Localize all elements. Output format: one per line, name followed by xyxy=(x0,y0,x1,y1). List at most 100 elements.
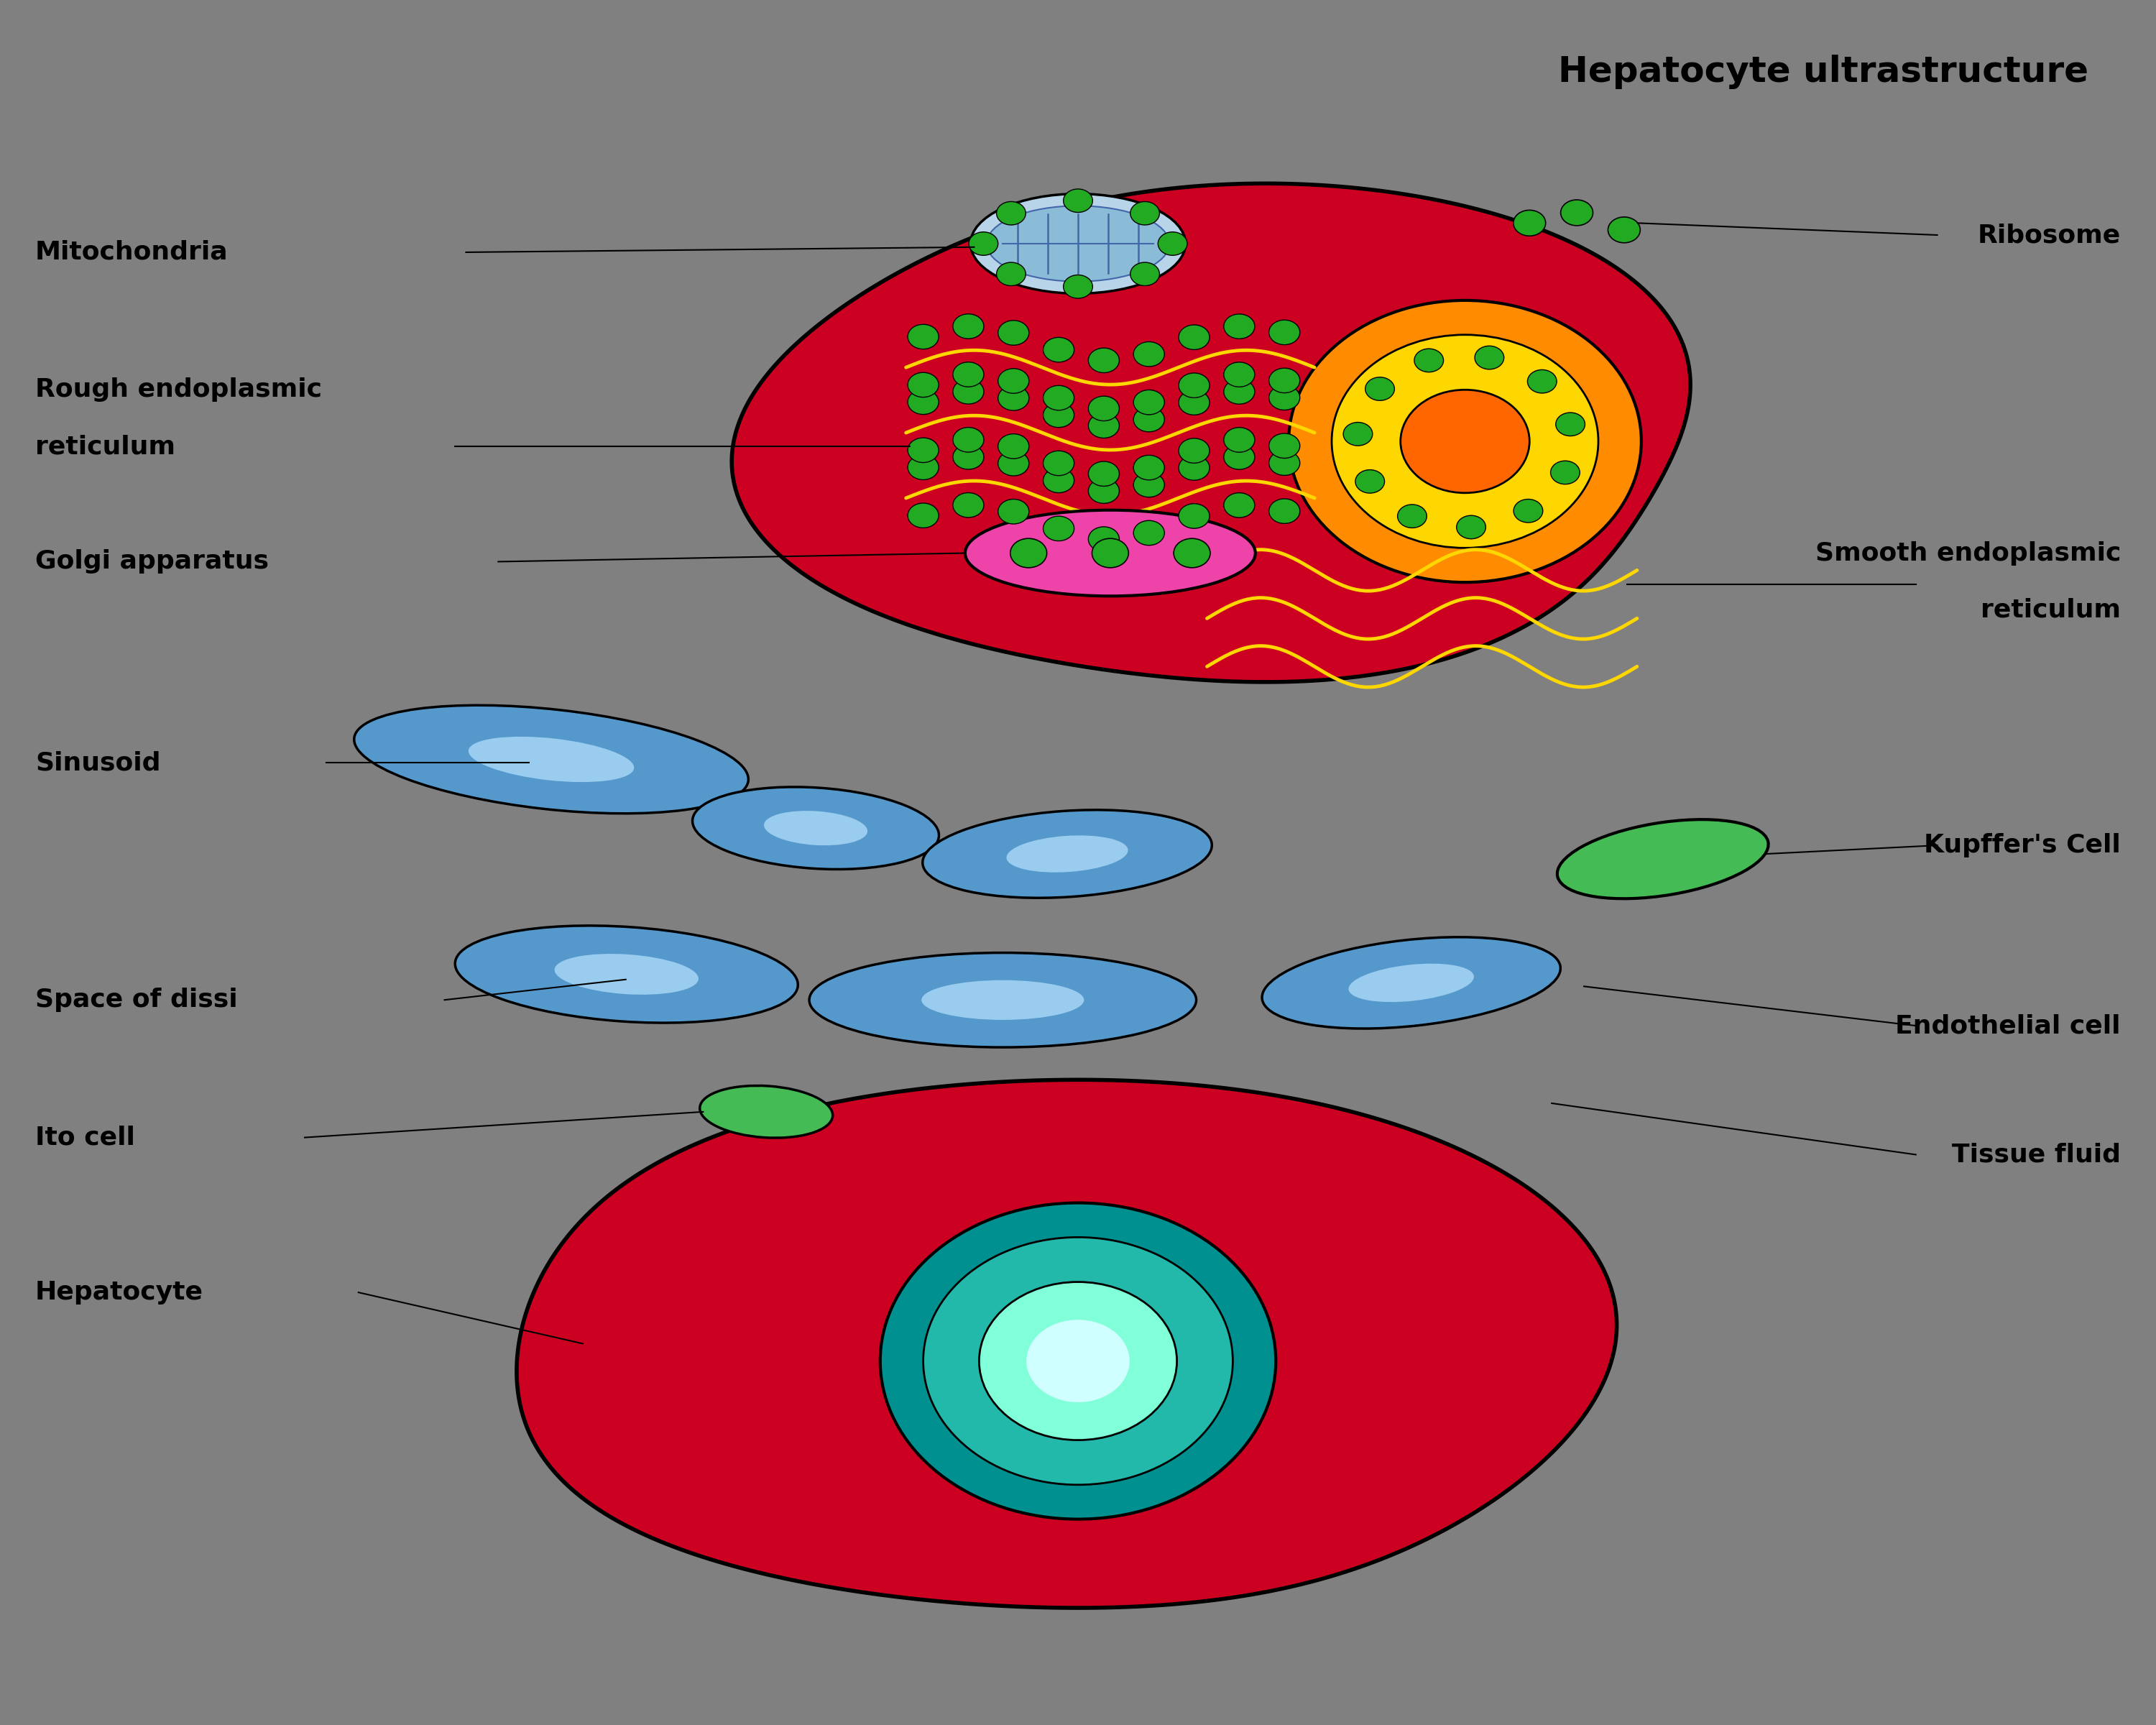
Circle shape xyxy=(1475,347,1505,369)
Circle shape xyxy=(1044,467,1074,493)
Circle shape xyxy=(1514,499,1544,523)
Circle shape xyxy=(998,321,1028,345)
Ellipse shape xyxy=(808,952,1197,1047)
Circle shape xyxy=(1270,367,1300,393)
Polygon shape xyxy=(731,183,1690,681)
Circle shape xyxy=(1044,338,1074,362)
Circle shape xyxy=(1089,478,1119,504)
Circle shape xyxy=(1179,438,1210,462)
Circle shape xyxy=(1401,390,1529,493)
Text: Hepatocyte: Hepatocyte xyxy=(34,1280,203,1304)
Circle shape xyxy=(1270,499,1300,523)
Circle shape xyxy=(1134,407,1164,431)
Ellipse shape xyxy=(554,954,699,995)
Ellipse shape xyxy=(468,737,634,781)
Circle shape xyxy=(1026,1320,1130,1402)
Circle shape xyxy=(923,1237,1233,1485)
Circle shape xyxy=(1134,390,1164,414)
Circle shape xyxy=(1225,493,1255,518)
Circle shape xyxy=(953,362,983,386)
Ellipse shape xyxy=(921,980,1084,1019)
Circle shape xyxy=(1134,521,1164,545)
Circle shape xyxy=(953,445,983,469)
Circle shape xyxy=(908,455,938,480)
Text: Endothelial cell: Endothelial cell xyxy=(1895,1014,2122,1038)
Circle shape xyxy=(1225,362,1255,386)
Circle shape xyxy=(998,499,1028,524)
Circle shape xyxy=(1356,469,1384,493)
Text: reticulum: reticulum xyxy=(34,435,175,459)
Text: Golgi apparatus: Golgi apparatus xyxy=(34,550,270,574)
Circle shape xyxy=(1225,428,1255,452)
Circle shape xyxy=(968,231,998,255)
Ellipse shape xyxy=(1348,964,1475,1002)
Circle shape xyxy=(1063,274,1093,298)
Circle shape xyxy=(1044,450,1074,476)
Circle shape xyxy=(1063,190,1093,212)
Circle shape xyxy=(996,262,1026,286)
Circle shape xyxy=(1289,300,1641,583)
Circle shape xyxy=(1158,231,1188,255)
Circle shape xyxy=(1526,369,1557,393)
Ellipse shape xyxy=(354,706,748,814)
Ellipse shape xyxy=(1007,835,1128,873)
Polygon shape xyxy=(517,1080,1617,1608)
Circle shape xyxy=(1270,385,1300,411)
Text: Ito cell: Ito cell xyxy=(34,1125,136,1151)
Text: Hepatocyte ultrastructure: Hepatocyte ultrastructure xyxy=(1559,55,2089,90)
Text: Smooth endoplasmic: Smooth endoplasmic xyxy=(1815,542,2122,566)
Circle shape xyxy=(908,504,938,528)
Ellipse shape xyxy=(966,511,1255,597)
Circle shape xyxy=(1173,538,1210,568)
Circle shape xyxy=(1044,385,1074,411)
Text: Space of dissi: Space of dissi xyxy=(34,988,237,1013)
Circle shape xyxy=(1561,200,1593,226)
Circle shape xyxy=(1089,461,1119,486)
Circle shape xyxy=(996,202,1026,224)
Circle shape xyxy=(1130,262,1160,286)
Circle shape xyxy=(1011,538,1048,568)
Circle shape xyxy=(1044,402,1074,428)
Circle shape xyxy=(1608,217,1641,243)
Circle shape xyxy=(1225,314,1255,338)
Circle shape xyxy=(1332,335,1598,549)
Circle shape xyxy=(998,450,1028,476)
Circle shape xyxy=(908,438,938,462)
Circle shape xyxy=(1089,414,1119,438)
Ellipse shape xyxy=(701,1085,832,1138)
Circle shape xyxy=(1365,378,1395,400)
Ellipse shape xyxy=(455,926,798,1023)
Ellipse shape xyxy=(763,811,867,845)
Circle shape xyxy=(1457,516,1485,538)
Circle shape xyxy=(979,1282,1177,1440)
Ellipse shape xyxy=(987,205,1169,281)
Circle shape xyxy=(953,380,983,404)
Circle shape xyxy=(1225,445,1255,469)
Text: reticulum: reticulum xyxy=(1981,597,2122,623)
Circle shape xyxy=(998,369,1028,393)
Ellipse shape xyxy=(1261,937,1561,1028)
Circle shape xyxy=(908,390,938,414)
Ellipse shape xyxy=(1557,819,1768,899)
Circle shape xyxy=(880,1202,1276,1520)
Text: Ribosome: Ribosome xyxy=(1977,223,2122,247)
Circle shape xyxy=(953,428,983,452)
Circle shape xyxy=(953,314,983,338)
Ellipse shape xyxy=(970,193,1186,293)
Circle shape xyxy=(1089,397,1119,421)
Text: Mitochondria: Mitochondria xyxy=(34,240,229,264)
Circle shape xyxy=(1270,319,1300,345)
Circle shape xyxy=(953,493,983,518)
Circle shape xyxy=(1179,455,1210,480)
Circle shape xyxy=(1089,526,1119,552)
Circle shape xyxy=(1225,380,1255,404)
Circle shape xyxy=(998,386,1028,411)
Circle shape xyxy=(1179,324,1210,350)
Circle shape xyxy=(1397,504,1427,528)
Text: Rough endoplasmic: Rough endoplasmic xyxy=(34,378,321,402)
Circle shape xyxy=(1557,412,1585,436)
Circle shape xyxy=(1089,348,1119,373)
Circle shape xyxy=(1179,504,1210,528)
Circle shape xyxy=(1091,538,1128,568)
Ellipse shape xyxy=(692,787,938,869)
